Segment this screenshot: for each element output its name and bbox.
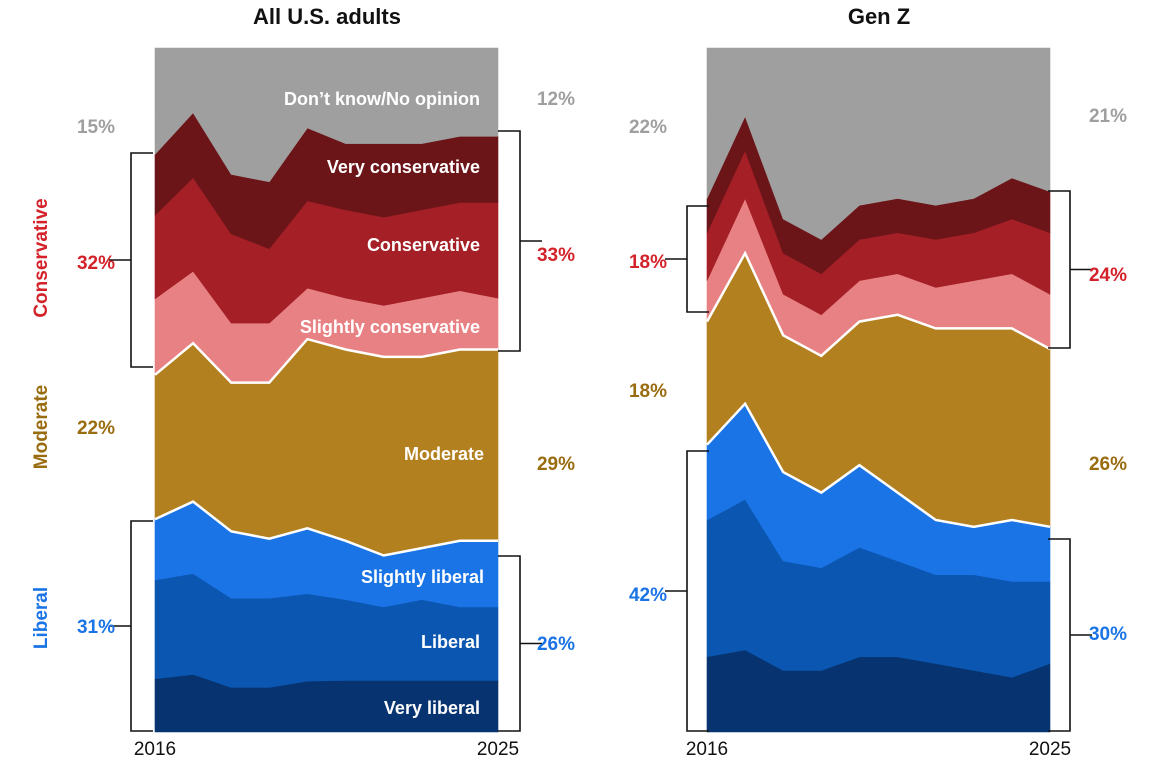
right-percent-label: 30% — [1089, 624, 1127, 645]
left-percent-label: 31% — [77, 617, 115, 638]
chart-panel-1: All U.S. adults 2016 2025 Don’t know/No opi… — [31, 4, 575, 760]
band-label-slightly_conservative: Slightly conservative — [300, 317, 480, 337]
right-bracket — [498, 555, 521, 732]
right-bracket — [498, 130, 521, 352]
left-percent-label: 32% — [77, 253, 115, 274]
left-bracket — [130, 520, 153, 732]
panel-title: All U.S. adults — [253, 4, 401, 29]
area-band-don-t-know-no-opinion — [154, 47, 499, 183]
right-bracket — [1048, 538, 1071, 732]
group-label-moderate: Moderate — [31, 385, 52, 469]
left-percent-label: 18% — [629, 381, 667, 402]
band-label-no_opinion: Don’t know/No opinion — [284, 89, 480, 109]
right-percent-label: 26% — [1089, 454, 1127, 475]
left-percent-label: 22% — [629, 117, 667, 138]
group-boundary-line — [154, 500, 498, 557]
right-percent-label: 29% — [537, 454, 575, 475]
left-percent-label: 15% — [77, 117, 115, 138]
group-boundary-line — [706, 401, 1051, 529]
x-tick-label: 2025 — [1029, 739, 1071, 760]
chart-panel-2: Gen Z 2016 2025 22% 18% 18% 42% 21% 24% 26% 30% — [629, 4, 1127, 760]
right-percent-label: 12% — [537, 89, 575, 110]
right-bracket — [1048, 190, 1071, 349]
right-percent-label: 33% — [537, 245, 575, 266]
group-label-conservative: Conservative — [31, 198, 52, 317]
right-percent-label: 26% — [537, 634, 575, 655]
left-bracket — [130, 152, 153, 368]
band-label-moderate: Moderate — [404, 444, 484, 464]
x-tick-label: 2016 — [686, 739, 728, 760]
group-boundary-line — [154, 337, 498, 384]
right-percent-label: 21% — [1089, 106, 1127, 127]
band-label-liberal: Liberal — [421, 632, 480, 652]
left-bracket — [686, 205, 709, 313]
band-label-very_liberal: Very liberal — [384, 698, 480, 718]
left-percent-label: 18% — [629, 252, 667, 273]
band-label-slightly_liberal: Slightly liberal — [361, 567, 484, 587]
panel-title: Gen Z — [848, 4, 910, 29]
left-bracket — [686, 450, 709, 732]
group-boundary-line — [705, 250, 1051, 358]
left-percent-label: 42% — [629, 585, 667, 606]
group-label-liberal: Liberal — [31, 587, 52, 649]
left-percent-label: 22% — [77, 418, 115, 439]
right-percent-label: 24% — [1089, 265, 1127, 286]
band-label-very_conservative: Very conservative — [327, 157, 480, 177]
x-tick-label: 2016 — [134, 739, 176, 760]
x-tick-label: 2025 — [477, 739, 519, 760]
band-label-conservative: Conservative — [367, 235, 480, 255]
